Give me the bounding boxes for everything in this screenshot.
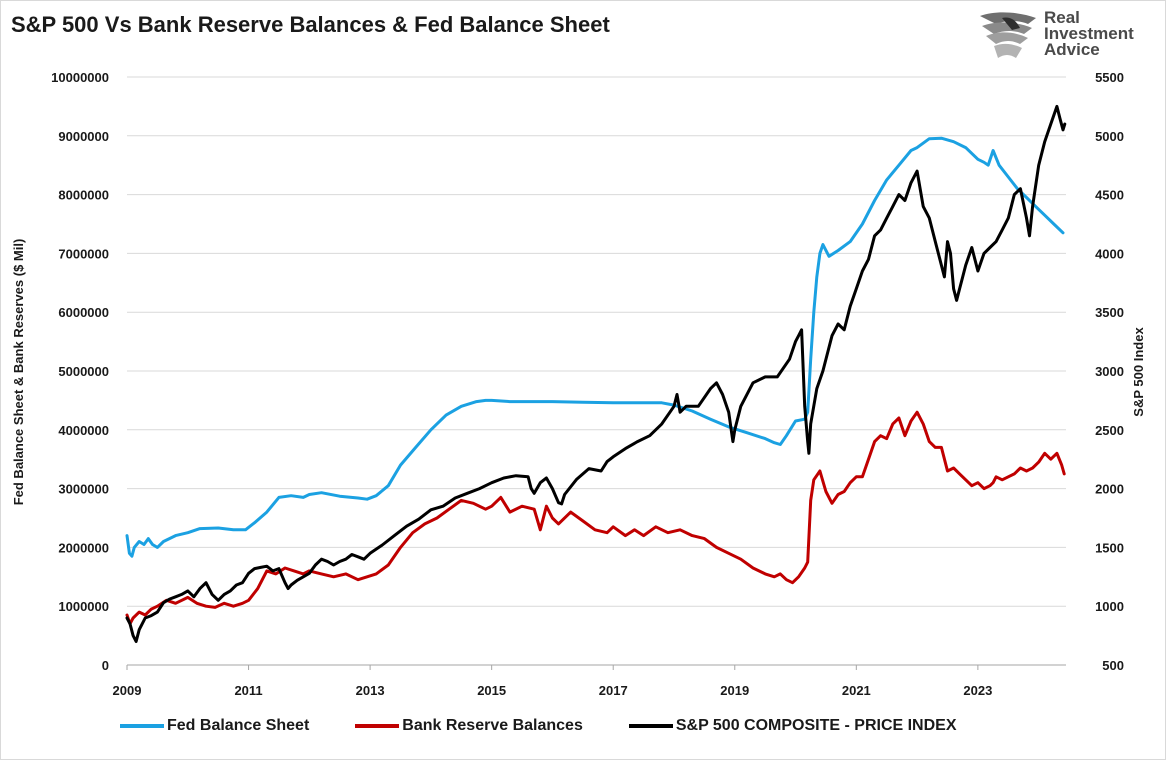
- x-tick-label: 2017: [599, 683, 628, 698]
- left-tick-label: 1000000: [58, 599, 109, 614]
- right-axis-ticks: 500 1000 1500 2000 2500 3000 3500 4000 4500 5000 5…: [1095, 70, 1124, 673]
- eagle-icon: [980, 12, 1036, 58]
- left-axis-ticks: 0 1000000 2000000 3000000 4000000 5000000 6000…: [51, 70, 109, 673]
- x-tick-label: 2023: [963, 683, 992, 698]
- legend-swatch-fed: [120, 724, 164, 728]
- right-tick-label: 2000: [1095, 482, 1124, 497]
- x-axis-ticks: 2009 2011 2013 2015 2017 2019 2021 2023: [113, 665, 992, 698]
- grid-lines: [127, 76, 1066, 607]
- logo-line-2: Investment: [1044, 24, 1134, 43]
- fed-balance-sheet-line: [125, 136, 1065, 558]
- left-tick-label: 9000000: [58, 129, 109, 144]
- x-tick-label: 2015: [477, 683, 506, 698]
- left-tick-label: 5000000: [58, 364, 109, 379]
- x-tick-label: 2021: [842, 683, 871, 698]
- legend-swatch-reserves: [355, 724, 400, 728]
- x-tick-label: 2013: [356, 683, 385, 698]
- right-tick-label: 1000: [1095, 599, 1124, 614]
- right-tick-label: 5500: [1095, 70, 1124, 85]
- right-axis-label: S&P 500 Index: [1131, 327, 1146, 417]
- right-tick-label: 4000: [1095, 246, 1124, 261]
- right-tick-label: 500: [1102, 658, 1124, 673]
- logo-text: Real Investment Advice: [1044, 8, 1134, 59]
- x-tick-label: 2009: [113, 683, 142, 698]
- legend-label-reserves: Bank Reserve Balances: [402, 717, 583, 734]
- right-tick-label: 1500: [1095, 540, 1124, 555]
- left-tick-label: 2000000: [58, 540, 109, 555]
- left-axis-label: Fed Balance Sheet & Bank Reserves ($ Mil…: [11, 239, 26, 506]
- legend-item-spx: S&P 500 COMPOSITE - PRICE INDEX: [628, 717, 957, 735]
- left-tick-label: 3000000: [58, 482, 109, 497]
- left-tick-label: 7000000: [58, 246, 109, 261]
- x-tick-label: 2019: [720, 683, 749, 698]
- legend-item-fed: Fed Balance Sheet: [120, 717, 309, 735]
- right-tick-label: 3000: [1095, 364, 1124, 379]
- x-tick-label: 2011: [234, 683, 262, 698]
- left-tick-label: 4000000: [58, 423, 109, 438]
- series-layer: [125, 104, 1067, 643]
- chart-title: S&P 500 Vs Bank Reserve Balances & Fed B…: [11, 12, 610, 37]
- logo-line-1: Real: [1044, 8, 1080, 27]
- logo: Real Investment Advice: [976, 8, 1156, 68]
- legend-item-reserves: Bank Reserve Balances: [355, 717, 583, 735]
- legend-label-spx: S&P 500 COMPOSITE - PRICE INDEX: [675, 717, 957, 734]
- right-tick-label: 2500: [1095, 423, 1124, 438]
- legend-label-fed: Fed Balance Sheet: [167, 717, 310, 734]
- legend: Fed Balance Sheet Bank Reserve Balances …: [120, 714, 1003, 738]
- legend-swatch-spx: [628, 724, 673, 728]
- right-tick-label: 4500: [1095, 188, 1124, 203]
- sp500-line: [125, 104, 1067, 643]
- chart-plot: 0 1000000 2000000 3000000 4000000 5000000 6000…: [11, 70, 1146, 698]
- left-tick-label: 10000000: [51, 70, 109, 85]
- bank-reserve-balances-line: [125, 410, 1066, 626]
- left-tick-label: 8000000: [58, 188, 109, 203]
- right-tick-label: 5000: [1095, 129, 1124, 144]
- left-tick-label: 0: [102, 658, 109, 673]
- right-tick-label: 3500: [1095, 305, 1124, 320]
- left-tick-label: 6000000: [58, 305, 109, 320]
- logo-line-3: Advice: [1044, 40, 1100, 59]
